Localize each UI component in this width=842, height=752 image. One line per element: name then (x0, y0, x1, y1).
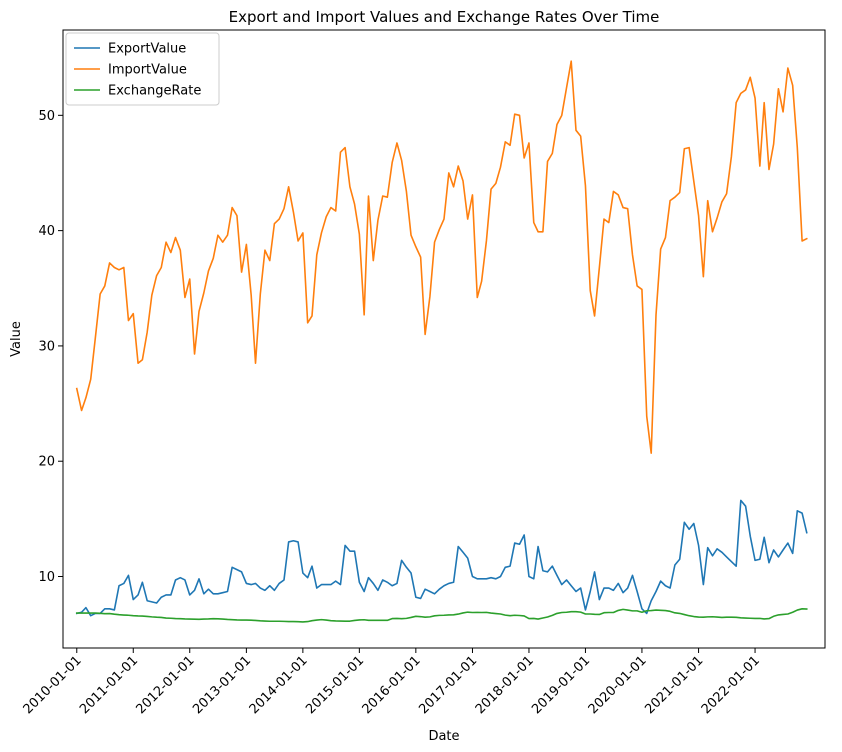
legend-label-exchangerate: ExchangeRate (108, 84, 201, 99)
legend-box (65, 32, 220, 106)
plot-area-frame (62, 29, 826, 649)
series-line-importvalue (75, 60, 808, 454)
y-axis: 10 20 30 40 50 (38, 109, 63, 585)
chart-title: Export and Import Values and Exchange Ra… (229, 8, 660, 26)
y-axis-label: Value (9, 321, 24, 357)
y-tick-label: 40 (38, 224, 55, 239)
legend-label-importvalue: ImportValue (108, 63, 187, 78)
series-line-exchangerate (75, 607, 808, 623)
y-tick-label: 20 (38, 455, 55, 470)
series-layer (75, 60, 808, 623)
legend-label-exportvalue: ExportValue (108, 42, 186, 57)
y-tick-label: 30 (38, 339, 55, 354)
x-axis-label: Date (428, 729, 459, 744)
y-tick-label: 50 (38, 109, 55, 124)
y-tick-label: 10 (38, 570, 55, 585)
series-line-exportvalue (75, 499, 808, 617)
legend: ExportValue ImportValue ExchangeRate (65, 32, 220, 106)
